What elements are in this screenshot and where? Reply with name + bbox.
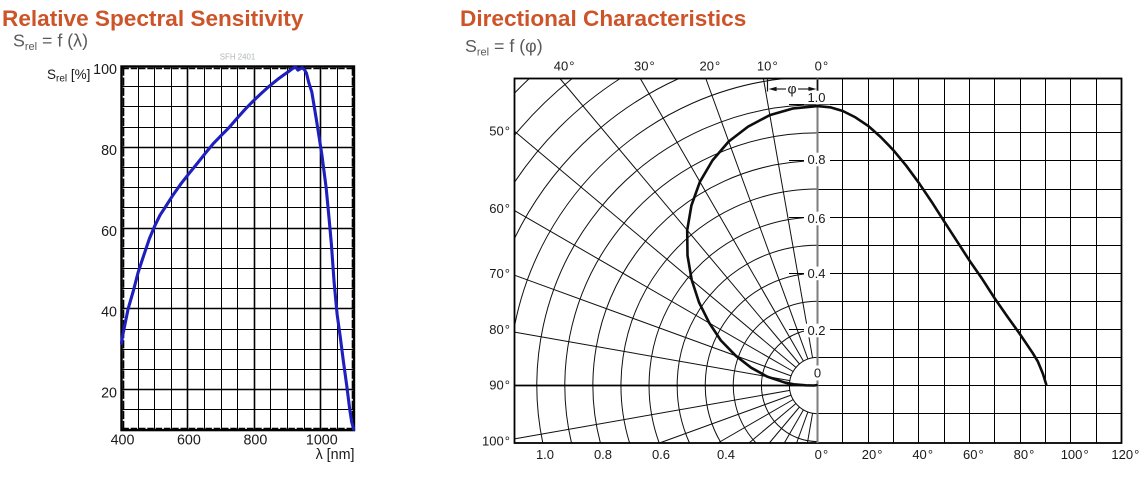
svg-text:Directional Characteristics: Directional Characteristics <box>460 6 746 31</box>
svg-text:60: 60 <box>101 224 117 240</box>
svg-text:60 °: 60 ° <box>489 201 510 216</box>
svg-text:20: 20 <box>101 385 117 401</box>
svg-text:40: 40 <box>101 305 117 321</box>
svg-text:40 °: 40 ° <box>912 447 933 462</box>
svg-text:1.0: 1.0 <box>807 90 825 105</box>
svg-text:0.8: 0.8 <box>594 447 612 462</box>
svg-text:Srel = f (λ): Srel = f (λ) <box>13 31 88 54</box>
svg-text:20 °: 20 ° <box>700 59 721 74</box>
svg-text:70 °: 70 ° <box>489 266 510 281</box>
svg-text:0.8: 0.8 <box>807 152 825 167</box>
svg-text:λ [nm]: λ [nm] <box>316 447 355 463</box>
svg-text:φ: φ <box>787 81 796 97</box>
svg-text:60 °: 60 ° <box>963 447 984 462</box>
svg-text:80: 80 <box>101 143 117 159</box>
svg-text:0.6: 0.6 <box>652 447 670 462</box>
svg-text:0 °: 0 ° <box>815 59 829 74</box>
svg-text:1.0: 1.0 <box>536 447 554 462</box>
svg-text:1000: 1000 <box>306 433 338 449</box>
svg-text:40 °: 40 ° <box>554 59 575 74</box>
svg-text:0.4: 0.4 <box>717 447 735 462</box>
svg-text:400: 400 <box>111 433 135 449</box>
svg-text:Srel [%]: Srel [%] <box>47 67 90 85</box>
svg-text:100 °: 100 ° <box>1061 447 1089 462</box>
svg-text:800: 800 <box>243 433 267 449</box>
svg-text:0: 0 <box>814 366 821 381</box>
svg-text:90 °: 90 ° <box>489 378 510 393</box>
svg-text:20 °: 20 ° <box>862 447 883 462</box>
svg-text:30 °: 30 ° <box>634 59 655 74</box>
svg-text:100: 100 <box>93 62 117 78</box>
svg-text:Relative Spectral Sensitivity: Relative Spectral Sensitivity <box>2 6 304 31</box>
svg-text:600: 600 <box>177 433 201 449</box>
svg-text:100 °: 100 ° <box>482 434 510 449</box>
svg-text:120 °: 120 ° <box>1111 447 1139 462</box>
svg-text:80 °: 80 ° <box>489 322 510 337</box>
svg-text:50 °: 50 ° <box>489 124 510 139</box>
svg-text:0.2: 0.2 <box>807 323 825 338</box>
svg-text:SFH 2401: SFH 2401 <box>220 52 256 61</box>
svg-text:0 °: 0 ° <box>815 447 829 462</box>
svg-text:0.4: 0.4 <box>807 266 825 281</box>
svg-text:10 °: 10 ° <box>757 59 778 74</box>
svg-text:Srel = f (φ): Srel = f (φ) <box>465 36 543 59</box>
svg-text:80 °: 80 ° <box>1014 447 1035 462</box>
svg-text:0.6: 0.6 <box>807 211 825 226</box>
